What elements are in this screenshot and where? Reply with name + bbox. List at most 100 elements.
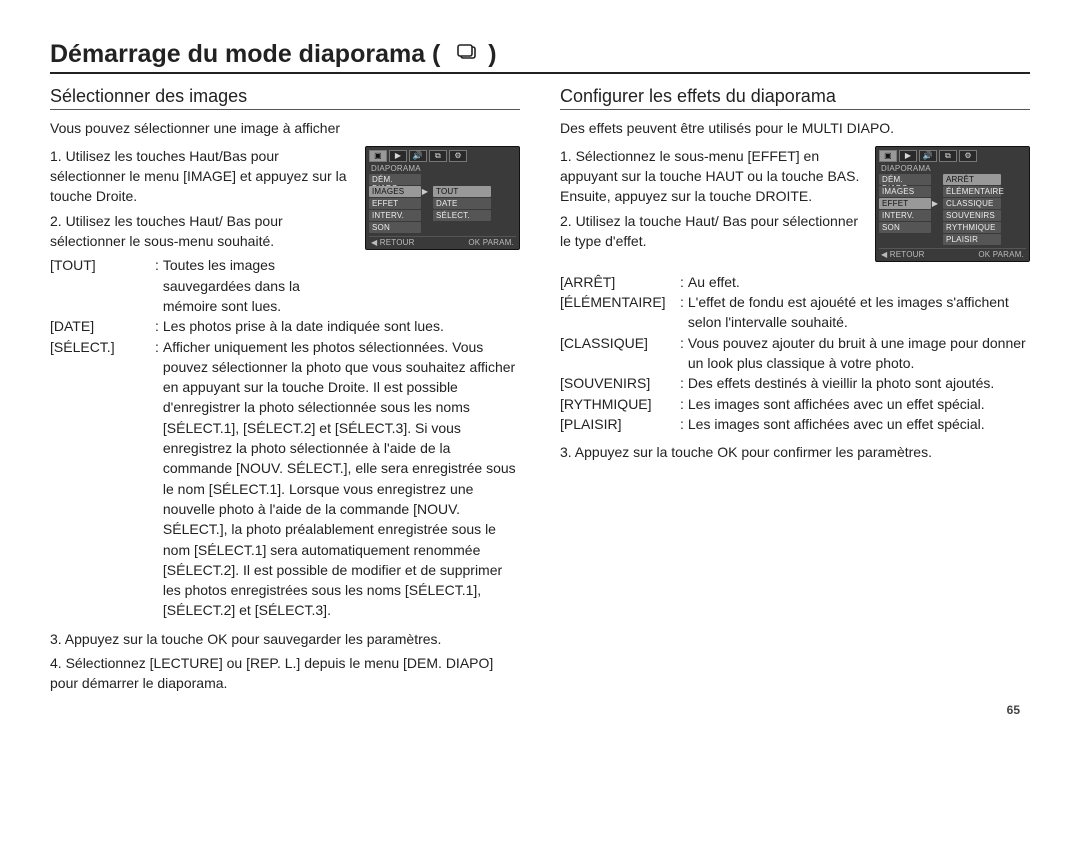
lcd-menu-right: PLAISIR bbox=[943, 234, 1001, 245]
page-title-row: Démarrage du mode diaporama ( ) bbox=[50, 40, 1030, 74]
lcd-tab-icon: ⚙ bbox=[449, 150, 467, 162]
lcd-row: DÉM. DIAPO bbox=[369, 174, 516, 185]
lcd-row: EFFET▶ CLASSIQUE bbox=[879, 198, 1026, 209]
def-row: [ÉLÉMENTAIRE]:L'effet de fondu est ajoué… bbox=[560, 292, 1030, 333]
lcd-menu-right: TOUT bbox=[433, 186, 491, 197]
right-heading: Configurer les effets du diaporama bbox=[560, 86, 1030, 110]
def-text: Des effets destinés à vieillir la photo … bbox=[688, 373, 1030, 393]
def-colon: : bbox=[680, 373, 688, 393]
def-colon: : bbox=[155, 337, 163, 621]
lcd-arrow-icon: ▶ bbox=[421, 187, 429, 196]
lcd-tab-icon: 🔊 bbox=[919, 150, 937, 162]
lcd-menu-left: DÉM. DIAPO bbox=[879, 174, 931, 185]
lcd-arrow-icon: ▶ bbox=[931, 199, 939, 208]
lcd-row: EFFET DATE bbox=[369, 198, 516, 209]
lcd-row: IMAGESÉLÉMENTAIRE bbox=[879, 186, 1026, 197]
content-columns: Sélectionner des images Vous pouvez séle… bbox=[50, 86, 1030, 698]
lcd-menu-left: EFFET bbox=[879, 198, 931, 209]
lcd-row: INTERV. SOUVENIRS bbox=[879, 210, 1026, 221]
lcd-section: DIAPORAMA bbox=[371, 164, 516, 173]
slideshow-icon bbox=[455, 41, 481, 70]
def-text: L'effet de fondu est ajouété et les imag… bbox=[688, 292, 1030, 333]
lcd-section: DIAPORAMA bbox=[881, 164, 1026, 173]
def-row: [CLASSIQUE]:Vous pouvez ajouter du bruit… bbox=[560, 333, 1030, 374]
def-colon: : bbox=[680, 394, 688, 414]
def-label: [ÉLÉMENTAIRE] bbox=[560, 292, 680, 333]
lcd-menu-left: INTERV. bbox=[879, 210, 931, 221]
right-defs: [ARRÊT]:Au effet.[ÉLÉMENTAIRE]:L'effet d… bbox=[560, 268, 1030, 434]
def-text: Vous pouvez ajouter du bruit à une image… bbox=[688, 333, 1030, 374]
lcd-row: DÉM. DIAPO ARRÊT bbox=[879, 174, 1026, 185]
lcd-row: INTERV. SÉLECT. bbox=[369, 210, 516, 221]
def-colon: : bbox=[680, 272, 688, 292]
lcd-screenshot-right: ▣ ▶ 🔊 ⧉ ⚙ DIAPORAMA DÉM. DIAPO ARRÊTIMAGE… bbox=[875, 146, 1030, 262]
def-colon: : bbox=[155, 316, 163, 336]
def-label: [ARRÊT] bbox=[560, 272, 680, 292]
lcd-row: PLAISIR bbox=[879, 234, 1026, 245]
def-label: [RYTHMIQUE] bbox=[560, 394, 680, 414]
lcd-tab-row: ▣ ▶ 🔊 ⧉ ⚙ bbox=[879, 150, 1026, 162]
lcd-tab-icon: ▶ bbox=[389, 150, 407, 162]
right-intro: Des effets peuvent être utilisés pour le… bbox=[560, 120, 1030, 136]
def-label: [SÉLECT.] bbox=[50, 337, 155, 621]
lcd-menu-left: DÉM. DIAPO bbox=[369, 174, 421, 185]
lcd-menu-left: INTERV. bbox=[369, 210, 421, 221]
def-text: Les images sont affichées avec un effet … bbox=[688, 394, 1030, 414]
lcd-menu-left: SON bbox=[879, 222, 931, 233]
manual-page: Démarrage du mode diaporama ( ) Sélectio… bbox=[40, 40, 1040, 717]
def-text: Toutes les images sauvegardées dans la m… bbox=[163, 255, 353, 316]
right-step3: 3. Appuyez sur la touche OK pour confirm… bbox=[560, 442, 1030, 462]
def-row: [RYTHMIQUE]:Les images sont affichées av… bbox=[560, 394, 1030, 414]
def-text: Au effet. bbox=[688, 272, 1030, 292]
lcd-tab-icon: ⚙ bbox=[959, 150, 977, 162]
lcd-tab-icon: ⧉ bbox=[429, 150, 447, 162]
lcd-bottom-bar: ◀ RETOUR OK PARAM. bbox=[369, 236, 516, 248]
lcd-tab-icon: ▣ bbox=[879, 150, 897, 162]
left-heading: Sélectionner des images bbox=[50, 86, 520, 110]
def-label: [SOUVENIRS] bbox=[560, 373, 680, 393]
lcd-menu-left: EFFET bbox=[369, 198, 421, 209]
def-row: [ARRÊT]:Au effet. bbox=[560, 272, 1030, 292]
def-colon: : bbox=[155, 255, 163, 316]
page-title: Démarrage du mode diaporama ( ) bbox=[50, 40, 497, 70]
def-colon: : bbox=[680, 292, 688, 333]
lcd-menu-left: IMAGES bbox=[369, 186, 421, 197]
lcd-bottom-bar: ◀ RETOUR OK PARAM. bbox=[879, 248, 1026, 260]
lcd-row: IMAGES▶ TOUT bbox=[369, 186, 516, 197]
lcd-menu-right: CLASSIQUE bbox=[943, 198, 1001, 209]
left-column: Sélectionner des images Vous pouvez séle… bbox=[50, 86, 520, 698]
def-label: [CLASSIQUE] bbox=[560, 333, 680, 374]
right-steps: ▣ ▶ 🔊 ⧉ ⚙ DIAPORAMA DÉM. DIAPO ARRÊTIMAGE… bbox=[560, 146, 1030, 463]
def-label: [TOUT] bbox=[50, 255, 155, 316]
lcd-menu-right: SÉLECT. bbox=[433, 210, 491, 221]
lcd-tab-icon: ▶ bbox=[899, 150, 917, 162]
lcd-row: SON bbox=[369, 222, 516, 233]
title-text: Démarrage du mode diaporama ( bbox=[50, 40, 440, 68]
lcd-menu-right: DATE bbox=[433, 198, 491, 209]
lcd-menu-right: ÉLÉMENTAIRE bbox=[943, 186, 1001, 197]
lcd-ok: OK PARAM. bbox=[468, 238, 514, 247]
lcd-tab-icon: ▣ bbox=[369, 150, 387, 162]
def-text: Les photos prise à la date indiquée sont… bbox=[163, 316, 520, 336]
left-step4: 4. Sélectionnez [LECTURE] ou [REP. L.] d… bbox=[50, 653, 520, 694]
lcd-ok: OK PARAM. bbox=[978, 250, 1024, 259]
def-colon: : bbox=[680, 333, 688, 374]
right-column: Configurer les effets du diaporama Des e… bbox=[560, 86, 1030, 698]
def-label: [PLAISIR] bbox=[560, 414, 680, 434]
lcd-back: ◀ RETOUR bbox=[371, 238, 415, 247]
lcd-menu-rows: DÉM. DIAPO ARRÊTIMAGESÉLÉMENTAIREEFFET▶ CL… bbox=[879, 174, 1026, 245]
lcd-tab-icon: 🔊 bbox=[409, 150, 427, 162]
lcd-tab-row: ▣ ▶ 🔊 ⧉ ⚙ bbox=[369, 150, 516, 162]
left-defs: [TOUT]:Toutes les images sauvegardées da… bbox=[50, 255, 520, 620]
lcd-tab-icon: ⧉ bbox=[939, 150, 957, 162]
lcd-menu-right: ARRÊT bbox=[943, 174, 1001, 185]
page-number: 65 bbox=[50, 703, 1030, 717]
left-steps: ▣ ▶ 🔊 ⧉ ⚙ DIAPORAMA DÉM. DIAPOIMAGES▶TOU… bbox=[50, 146, 520, 694]
def-label: [DATE] bbox=[50, 316, 155, 336]
lcd-menu-right: SOUVENIRS bbox=[943, 210, 1001, 221]
left-step3: 3. Appuyez sur la touche OK pour sauvega… bbox=[50, 629, 520, 649]
def-row: [DATE]:Les photos prise à la date indiqu… bbox=[50, 316, 520, 336]
def-row: [SÉLECT.]:Afficher uniquement les photos… bbox=[50, 337, 520, 621]
def-text: Les images sont affichées avec un effet … bbox=[688, 414, 1030, 434]
lcd-menu-rows: DÉM. DIAPOIMAGES▶ TOUT EFFET DATE INTERV. SÉL… bbox=[369, 174, 516, 233]
